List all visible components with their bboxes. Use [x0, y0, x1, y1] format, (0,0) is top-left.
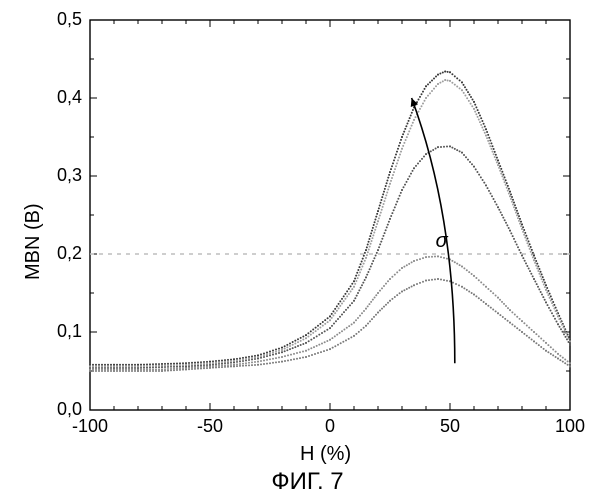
y-tick-label: 0,4 [57, 87, 82, 108]
y-tick-label: 0,5 [57, 9, 82, 30]
x-tick-label: 0 [308, 416, 352, 437]
y-axis-label: MBN (B) [22, 203, 45, 280]
y-tick-label: 0,1 [57, 321, 82, 342]
x-tick-label: -50 [188, 416, 232, 437]
x-axis-label: H (%) [300, 443, 351, 466]
figure-caption: ФИГ. 7 [0, 468, 615, 496]
sigma-annotation: σ [436, 230, 448, 253]
figure-container: { "chart": { "type": "line", "plot": { "… [0, 0, 615, 500]
y-tick-label: 0,3 [57, 165, 82, 186]
x-tick-label: 50 [428, 416, 472, 437]
x-tick-label: 100 [548, 416, 592, 437]
y-tick-label: 0,0 [57, 399, 82, 420]
y-tick-label: 0,2 [57, 243, 82, 264]
